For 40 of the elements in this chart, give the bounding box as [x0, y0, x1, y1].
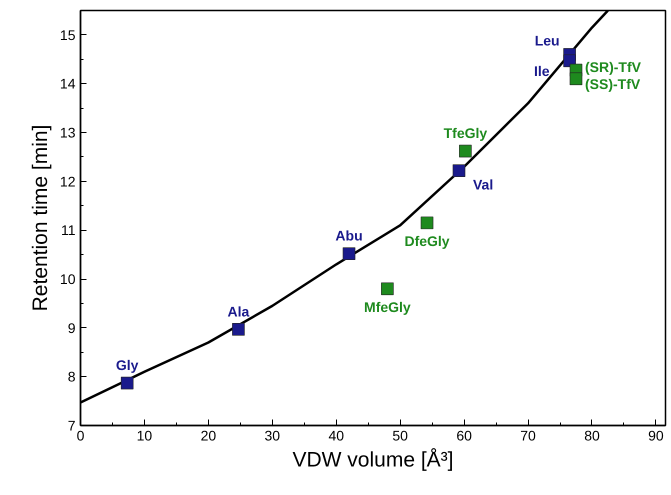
x-tick-label: 80 [584, 428, 600, 444]
data-label: DfeGly [404, 232, 450, 249]
point [342, 247, 356, 260]
point [420, 216, 434, 230]
y-tick-label: 14 [60, 76, 76, 92]
y-tick-label: 9 [68, 320, 76, 336]
y-axis-title: Retention time [min] [28, 124, 52, 312]
data-label: (SS)-TfV [584, 76, 641, 92]
data-label: Gly [116, 357, 139, 374]
data-label: TfeGly [444, 125, 488, 142]
data-label: (SR)-TfV [584, 59, 642, 76]
data-label: Ile [534, 62, 550, 79]
x-tick-label: 10 [136, 428, 152, 444]
y-tick-label: 12 [60, 173, 76, 190]
data-label: Ala [228, 303, 250, 320]
x-tick-label: 90 [648, 428, 664, 444]
x-tick-label: 70 [520, 428, 536, 444]
point [381, 282, 394, 296]
x-tick-label: 60 [456, 428, 472, 444]
y-tick-label: 8 [68, 368, 76, 385]
point [452, 164, 466, 177]
data-label: Abu [335, 228, 363, 244]
x-tick-label: 20 [200, 428, 216, 444]
data-label: Leu [534, 32, 560, 48]
y-tick-label: 11 [60, 222, 76, 238]
data-label: Val [472, 176, 494, 193]
point [570, 72, 582, 86]
x-tick-label: 40 [328, 428, 344, 444]
y-tick-label: 7 [68, 418, 76, 434]
y-tick-label: 15 [60, 26, 76, 43]
x-tick-label: 0 [76, 428, 85, 444]
y-tick-label: 13 [60, 124, 76, 141]
y-tick-label: 10 [60, 271, 76, 288]
data-label: MfeGly [364, 298, 411, 315]
x-axis-title: VDW volume [Å³] [292, 448, 454, 472]
point [459, 144, 472, 158]
x-tick-label: 30 [264, 428, 280, 444]
x-tick-label: 50 [392, 428, 408, 444]
point [232, 323, 245, 336]
point [120, 376, 134, 390]
